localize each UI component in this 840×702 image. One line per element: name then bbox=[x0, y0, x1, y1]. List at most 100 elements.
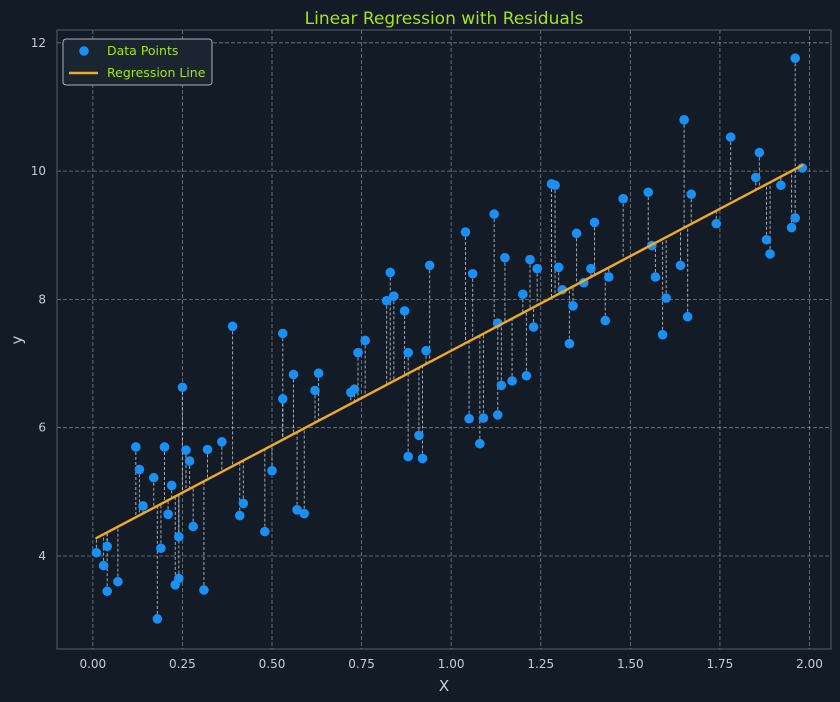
x-tick-label: 1.75 bbox=[707, 657, 734, 671]
data-point bbox=[134, 464, 145, 475]
data-point bbox=[500, 252, 510, 263]
y-tick-label: 12 bbox=[31, 36, 46, 50]
data-point bbox=[750, 172, 761, 183]
y-tick-label: 4 bbox=[38, 549, 46, 563]
data-point bbox=[403, 347, 413, 358]
data-point bbox=[467, 268, 478, 279]
data-point bbox=[650, 272, 661, 282]
data-point bbox=[518, 289, 528, 300]
data-point bbox=[102, 586, 112, 597]
data-point bbox=[385, 267, 396, 278]
x-tick-label: 0.00 bbox=[79, 657, 106, 671]
data-point bbox=[138, 501, 148, 511]
data-point bbox=[421, 345, 431, 356]
chart-title: Linear Regression with Residuals bbox=[305, 9, 584, 29]
data-point bbox=[91, 547, 102, 558]
data-point bbox=[532, 263, 542, 274]
legend-data-points-label: Data Points bbox=[107, 43, 178, 58]
data-point bbox=[478, 413, 489, 423]
data-point bbox=[489, 209, 499, 219]
data-point bbox=[417, 453, 428, 464]
data-point bbox=[754, 147, 765, 158]
data-point bbox=[267, 465, 277, 476]
data-point bbox=[148, 472, 159, 483]
data-point bbox=[217, 437, 227, 447]
x-tick-label: 1.25 bbox=[527, 657, 554, 671]
data-point bbox=[399, 306, 410, 316]
data-point bbox=[643, 187, 654, 198]
data-point bbox=[260, 526, 270, 537]
legend-data-points-marker bbox=[79, 46, 89, 56]
data-point bbox=[711, 218, 722, 229]
data-point bbox=[181, 445, 191, 455]
data-point bbox=[618, 193, 628, 204]
data-point bbox=[184, 456, 195, 466]
data-point bbox=[496, 380, 507, 391]
data-point bbox=[786, 222, 797, 233]
data-point bbox=[277, 394, 288, 404]
plot-frame bbox=[56, 29, 832, 650]
data-point bbox=[521, 370, 532, 381]
data-point bbox=[174, 531, 184, 542]
data-point bbox=[424, 260, 435, 271]
data-point bbox=[725, 132, 736, 142]
data-point bbox=[568, 301, 578, 311]
data-point bbox=[188, 521, 198, 532]
data-point bbox=[528, 322, 539, 332]
data-point bbox=[571, 228, 582, 239]
data-point bbox=[159, 442, 170, 452]
data-point bbox=[299, 508, 310, 519]
data-points bbox=[91, 53, 808, 624]
y-tick-label: 6 bbox=[38, 421, 46, 435]
data-point bbox=[475, 438, 485, 449]
legend-box bbox=[62, 38, 213, 86]
data-point bbox=[765, 249, 775, 259]
data-point bbox=[131, 442, 141, 452]
legend-regression-line-label: Regression Line bbox=[107, 65, 206, 80]
data-point bbox=[389, 291, 399, 302]
data-point bbox=[761, 234, 772, 245]
data-point bbox=[553, 262, 564, 273]
data-point bbox=[174, 573, 184, 584]
data-point bbox=[360, 335, 370, 346]
data-point bbox=[492, 410, 503, 420]
data-point bbox=[776, 180, 786, 191]
data-point bbox=[686, 189, 697, 200]
data-point bbox=[98, 560, 109, 571]
data-point bbox=[152, 614, 163, 624]
data-point bbox=[525, 254, 535, 265]
data-point bbox=[156, 543, 166, 554]
y-tick-label: 8 bbox=[38, 292, 46, 306]
data-point bbox=[202, 444, 213, 455]
data-point bbox=[277, 328, 288, 339]
x-tick-label: 0.75 bbox=[348, 657, 375, 671]
data-point bbox=[507, 376, 517, 386]
data-point bbox=[586, 263, 596, 274]
y-axis-label: y bbox=[8, 335, 26, 344]
data-point bbox=[349, 384, 360, 395]
data-point bbox=[403, 451, 413, 462]
data-point bbox=[414, 430, 424, 441]
data-point bbox=[234, 510, 245, 521]
data-point bbox=[353, 347, 363, 358]
data-point bbox=[675, 260, 686, 271]
data-point bbox=[163, 509, 173, 520]
x-axis-ticks: 0.00 0.25 0.50 0.75 1.00 1.25 1.50 1.75 2.00 bbox=[79, 657, 822, 671]
data-point bbox=[113, 576, 123, 587]
data-point bbox=[292, 505, 302, 515]
data-point bbox=[657, 329, 668, 340]
data-point bbox=[600, 315, 611, 326]
y-tick-label: 10 bbox=[31, 164, 46, 178]
data-point bbox=[238, 498, 249, 509]
data-point bbox=[460, 227, 471, 237]
y-axis-ticks: 4 6 8 10 12 bbox=[31, 36, 46, 563]
data-point bbox=[464, 413, 474, 424]
x-tick-label: 1.50 bbox=[617, 657, 644, 671]
data-point bbox=[313, 368, 324, 378]
data-point bbox=[102, 541, 112, 552]
data-point bbox=[381, 295, 392, 306]
x-tick-label: 2.00 bbox=[796, 657, 823, 671]
data-point bbox=[550, 180, 560, 191]
x-tick-label: 0.50 bbox=[259, 657, 286, 671]
